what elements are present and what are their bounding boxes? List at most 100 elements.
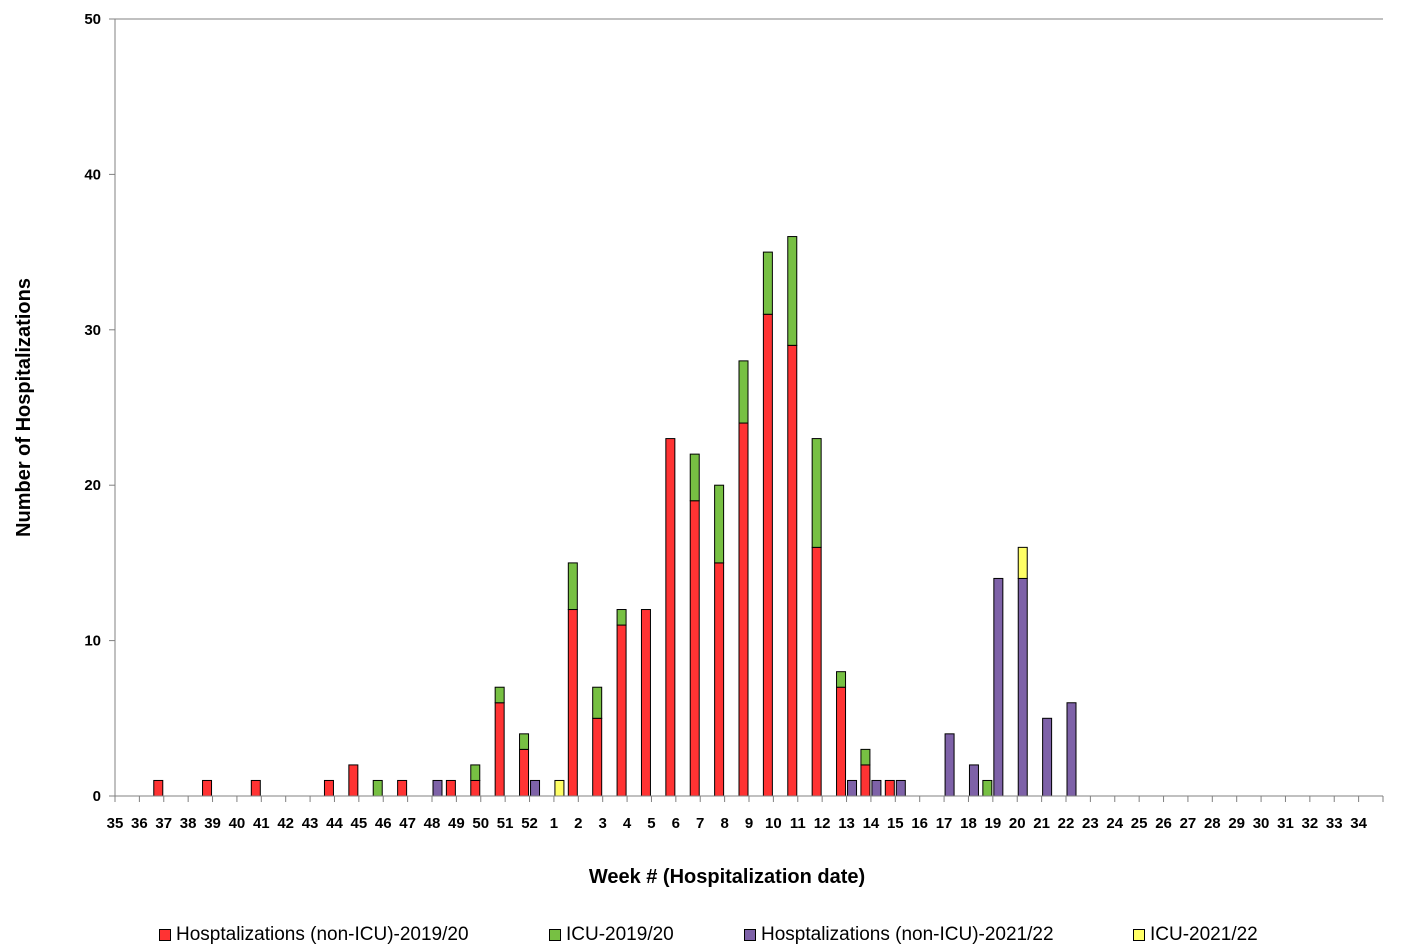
y-tick-label: 10 <box>84 633 101 650</box>
x-tick-label: 30 <box>1253 815 1270 832</box>
x-tick-label: 32 <box>1302 815 1319 832</box>
bar-segment <box>1042 717 1053 797</box>
x-tick-label: 50 <box>472 815 489 832</box>
bar-segment <box>1017 577 1028 797</box>
bar-segment <box>968 764 979 797</box>
bar-segment <box>689 500 700 797</box>
x-tick-label: 7 <box>696 815 704 832</box>
x-tick-label: 10 <box>765 815 782 832</box>
x-tick-label: 38 <box>180 815 197 832</box>
x-tick-label: 13 <box>838 815 855 832</box>
bar-segment <box>738 422 749 797</box>
x-tick-label: 27 <box>1180 815 1197 832</box>
x-tick-label: 41 <box>253 815 270 832</box>
bar-segment <box>993 577 1004 797</box>
legend-swatch <box>744 929 756 941</box>
bar-segment <box>738 360 749 424</box>
bar-segment <box>567 562 578 611</box>
x-tick-label: 34 <box>1350 815 1367 832</box>
bar-segment <box>202 779 213 797</box>
x-tick-label: 31 <box>1277 815 1294 832</box>
legend-label: Hosptalizations (non-ICU)-2021/22 <box>761 924 1054 945</box>
x-tick-label: 33 <box>1326 815 1343 832</box>
bar-segment <box>762 313 773 797</box>
legend: Hosptalizations (non-ICU)-2019/20 ICU-20… <box>0 924 1417 950</box>
bar-segment <box>592 686 603 719</box>
bar-segment <box>250 779 261 797</box>
x-tick-label: 29 <box>1228 815 1245 832</box>
legend-swatch <box>549 929 561 941</box>
legend-item-icu-2021-22: ICU-2021/22 <box>1133 924 1258 946</box>
legend-label: Hosptalizations (non-ICU)-2019/20 <box>176 924 469 945</box>
x-tick-label: 25 <box>1131 815 1148 832</box>
x-tick-label: 23 <box>1082 815 1099 832</box>
x-axis-ticks: 35 36 37 38 39 40 41 42 43 44 45 46 47 48 49 50 51 52 1 2 3 4… <box>107 796 1384 832</box>
x-tick-label: 26 <box>1155 815 1172 832</box>
bar-segment <box>689 453 700 502</box>
x-tick-label: 18 <box>960 815 977 832</box>
x-tick-label: 39 <box>204 815 221 832</box>
bar-segment <box>432 779 443 797</box>
x-tick-label: 28 <box>1204 815 1221 832</box>
bar-segment <box>811 546 822 797</box>
x-tick-label: 14 <box>863 815 880 832</box>
legend-label: ICU-2019/20 <box>566 924 674 945</box>
bar-segment <box>519 733 530 750</box>
x-tick-label: 48 <box>424 815 441 832</box>
legend-item-hosp-2021-22: Hosptalizations (non-ICU)-2021/22 <box>744 924 1054 946</box>
bar-segment <box>847 779 858 797</box>
bar-segment <box>348 764 359 797</box>
x-tick-label: 44 <box>326 815 343 832</box>
x-tick-label: 36 <box>131 815 148 832</box>
bar-segment <box>470 779 481 797</box>
bar-segment <box>372 779 383 797</box>
bar-segment <box>530 779 541 797</box>
x-tick-label: 6 <box>672 815 680 832</box>
bar-segment <box>640 609 651 797</box>
x-tick-label: 17 <box>936 815 953 832</box>
x-tick-label: 37 <box>155 815 172 832</box>
x-tick-label: 51 <box>497 815 514 832</box>
x-tick-label: 47 <box>399 815 416 832</box>
legend-item-hosp-2019-20: Hosptalizations (non-ICU)-2019/20 <box>159 924 469 946</box>
x-tick-label: 46 <box>375 815 392 832</box>
bar-segment <box>871 779 882 797</box>
x-tick-label: 4 <box>623 815 632 832</box>
bar-segment <box>592 717 603 797</box>
bar-segment <box>567 609 578 797</box>
bar-segment <box>470 764 481 781</box>
legend-swatch <box>159 929 171 941</box>
bar-segment <box>836 686 847 797</box>
bar-layer <box>153 236 1077 797</box>
x-tick-label: 35 <box>107 815 124 832</box>
y-tick-label: 30 <box>84 322 101 339</box>
bar-segment <box>860 764 871 797</box>
legend-label: ICU-2021/22 <box>1150 924 1258 945</box>
bar-segment <box>860 748 871 766</box>
bar-segment <box>153 779 164 797</box>
legend-swatch <box>1133 929 1145 941</box>
y-axis-ticks: 0 10 20 30 40 50 <box>84 11 115 805</box>
x-tick-label: 22 <box>1058 815 1075 832</box>
x-tick-label: 49 <box>448 815 465 832</box>
bar-segment <box>1017 546 1028 579</box>
bar-segment <box>494 702 505 797</box>
x-tick-label: 42 <box>277 815 294 832</box>
y-tick-label: 0 <box>93 788 101 805</box>
y-tick-label: 20 <box>84 477 101 494</box>
x-tick-label: 3 <box>599 815 607 832</box>
x-tick-label: 1 <box>550 815 558 832</box>
x-tick-label: 43 <box>302 815 319 832</box>
bar-segment <box>762 251 773 315</box>
bar-segment <box>982 779 993 797</box>
bar-segment <box>836 671 847 688</box>
x-tick-label: 40 <box>229 815 246 832</box>
x-tick-label: 9 <box>745 815 753 832</box>
y-tick-label: 50 <box>84 11 101 28</box>
bar-segment <box>554 779 565 797</box>
x-tick-label: 8 <box>720 815 728 832</box>
bar-segment <box>895 779 906 797</box>
x-tick-label: 45 <box>351 815 368 832</box>
y-axis-title: Number of Hospitalizations <box>13 278 35 537</box>
